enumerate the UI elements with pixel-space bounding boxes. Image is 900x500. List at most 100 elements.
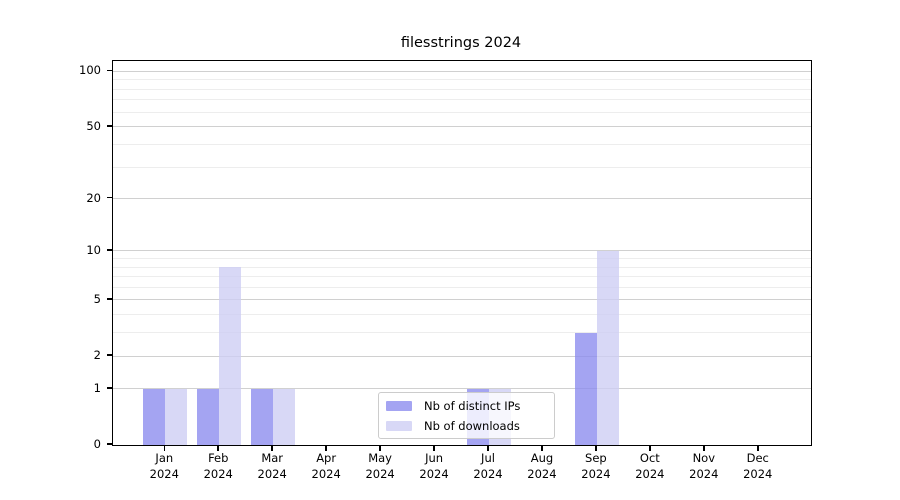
x-tick-mark bbox=[325, 446, 327, 451]
x-tick-mark bbox=[379, 446, 381, 451]
x-tick-month: Apr bbox=[316, 451, 337, 465]
x-tick-mark bbox=[595, 446, 597, 451]
x-tick-label-jan: Jan 2024 bbox=[132, 451, 196, 482]
gridline-minor bbox=[113, 79, 811, 81]
bar-downloads bbox=[273, 388, 296, 445]
x-tick-year: 2024 bbox=[311, 466, 341, 481]
bar-distinct-ips bbox=[251, 388, 274, 445]
x-tick-label-sep: Sep 2024 bbox=[564, 451, 628, 482]
x-tick-label-jul: Jul 2024 bbox=[456, 451, 520, 482]
gridline-major bbox=[113, 388, 811, 390]
y-tick-mark bbox=[106, 124, 112, 127]
x-tick-month: Dec bbox=[746, 451, 769, 465]
y-tick-label: 10 bbox=[86, 242, 101, 257]
chart-title: filesstrings 2024 bbox=[400, 35, 522, 51]
y-tick-label: 50 bbox=[86, 118, 101, 133]
x-tick-mark bbox=[217, 446, 220, 451]
y-tick-mark bbox=[106, 443, 112, 445]
gridline-minor bbox=[113, 111, 811, 113]
bar-distinct-ips bbox=[197, 388, 220, 445]
y-tick-mark bbox=[106, 249, 112, 251]
y-tick-label: 20 bbox=[86, 190, 101, 205]
x-tick-label-mar: Mar 2024 bbox=[240, 451, 304, 482]
x-tick-mark bbox=[541, 446, 543, 451]
x-tick-label-oct: Oct 2024 bbox=[618, 451, 682, 482]
x-tick-month: Oct bbox=[639, 451, 660, 465]
bar-distinct-ips bbox=[143, 388, 166, 445]
x-tick-year: 2024 bbox=[635, 466, 665, 481]
x-tick-year: 2024 bbox=[689, 466, 719, 481]
y-tick-label: 1 bbox=[93, 380, 101, 395]
legend-swatch-distinct-ips bbox=[386, 400, 412, 411]
y-tick-mark bbox=[106, 387, 112, 389]
gridline-major bbox=[113, 355, 811, 357]
legend-item-downloads: Nb of downloads bbox=[386, 418, 545, 433]
x-tick-month: Sep bbox=[585, 451, 607, 465]
x-tick-month: Aug bbox=[530, 451, 554, 465]
legend-swatch-downloads bbox=[386, 420, 412, 431]
bar-downloads bbox=[165, 388, 188, 445]
x-tick-mark bbox=[703, 446, 705, 451]
gridline-minor bbox=[113, 99, 811, 101]
x-tick-month: Feb bbox=[208, 451, 229, 465]
legend-item-distinct-ips: Nb of distinct IPs bbox=[386, 398, 545, 413]
x-tick-year: 2024 bbox=[743, 466, 773, 481]
y-tick-mark bbox=[106, 69, 112, 72]
y-tick-mark bbox=[106, 196, 112, 199]
legend-label-distinct-ips: Nb of distinct IPs bbox=[424, 398, 521, 413]
y-tick-label: 0 bbox=[93, 437, 101, 451]
gridline-minor bbox=[113, 143, 811, 145]
bar-distinct-ips bbox=[574, 332, 597, 445]
x-tick-label-may: May 2024 bbox=[348, 451, 412, 482]
x-tick-label-dec: Dec 2024 bbox=[726, 451, 790, 482]
x-tick-label-apr: Apr 2024 bbox=[294, 451, 358, 482]
gridline-major bbox=[113, 126, 811, 128]
x-tick-year: 2024 bbox=[527, 466, 557, 481]
legend: Nb of distinct IPs Nb of downloads bbox=[378, 392, 555, 439]
x-tick-year: 2024 bbox=[419, 466, 449, 481]
gridline-minor bbox=[113, 332, 811, 334]
gridline-minor bbox=[113, 286, 811, 288]
x-tick-mark bbox=[756, 446, 759, 451]
x-tick-month: Jul bbox=[481, 451, 495, 465]
gridline-minor bbox=[113, 258, 811, 260]
x-tick-year: 2024 bbox=[149, 466, 179, 481]
x-tick-year: 2024 bbox=[581, 466, 611, 481]
x-tick-label-feb: Feb 2024 bbox=[186, 451, 250, 482]
x-tick-label-aug: Aug 2024 bbox=[510, 451, 574, 482]
gridline-major bbox=[113, 299, 811, 301]
x-tick-year: 2024 bbox=[365, 466, 395, 481]
gridline-minor bbox=[113, 266, 811, 268]
x-tick-month: Jun bbox=[425, 451, 444, 465]
y-tick-label: 100 bbox=[79, 63, 101, 78]
x-tick-month: Mar bbox=[261, 451, 284, 465]
x-tick-month: Nov bbox=[692, 451, 716, 465]
x-tick-year: 2024 bbox=[257, 466, 287, 481]
x-tick-mark bbox=[163, 446, 166, 451]
bar-downloads bbox=[596, 250, 620, 445]
bar-downloads bbox=[219, 267, 242, 445]
gridline-major bbox=[113, 70, 811, 72]
gridline-major bbox=[113, 250, 811, 252]
y-tick-mark bbox=[106, 298, 112, 300]
gridline-minor bbox=[113, 166, 811, 168]
x-tick-mark bbox=[433, 446, 435, 451]
x-tick-year: 2024 bbox=[473, 466, 503, 481]
x-tick-label-nov: Nov 2024 bbox=[672, 451, 736, 482]
x-tick-mark bbox=[649, 446, 651, 451]
gridline-minor bbox=[113, 276, 811, 278]
x-tick-month: Jan bbox=[155, 451, 174, 465]
gridline-major bbox=[113, 198, 811, 200]
gridline-minor bbox=[113, 88, 811, 90]
plot-area bbox=[112, 60, 812, 446]
x-tick-month: May bbox=[368, 451, 392, 465]
y-tick-label: 2 bbox=[93, 348, 101, 363]
gridline-minor bbox=[113, 314, 811, 316]
y-tick-mark bbox=[106, 354, 112, 356]
x-tick-label-jun: Jun 2024 bbox=[402, 451, 466, 482]
y-tick-label: 5 bbox=[93, 291, 101, 306]
x-tick-year: 2024 bbox=[203, 466, 233, 481]
x-tick-mark bbox=[271, 446, 273, 451]
x-tick-mark bbox=[487, 446, 489, 451]
